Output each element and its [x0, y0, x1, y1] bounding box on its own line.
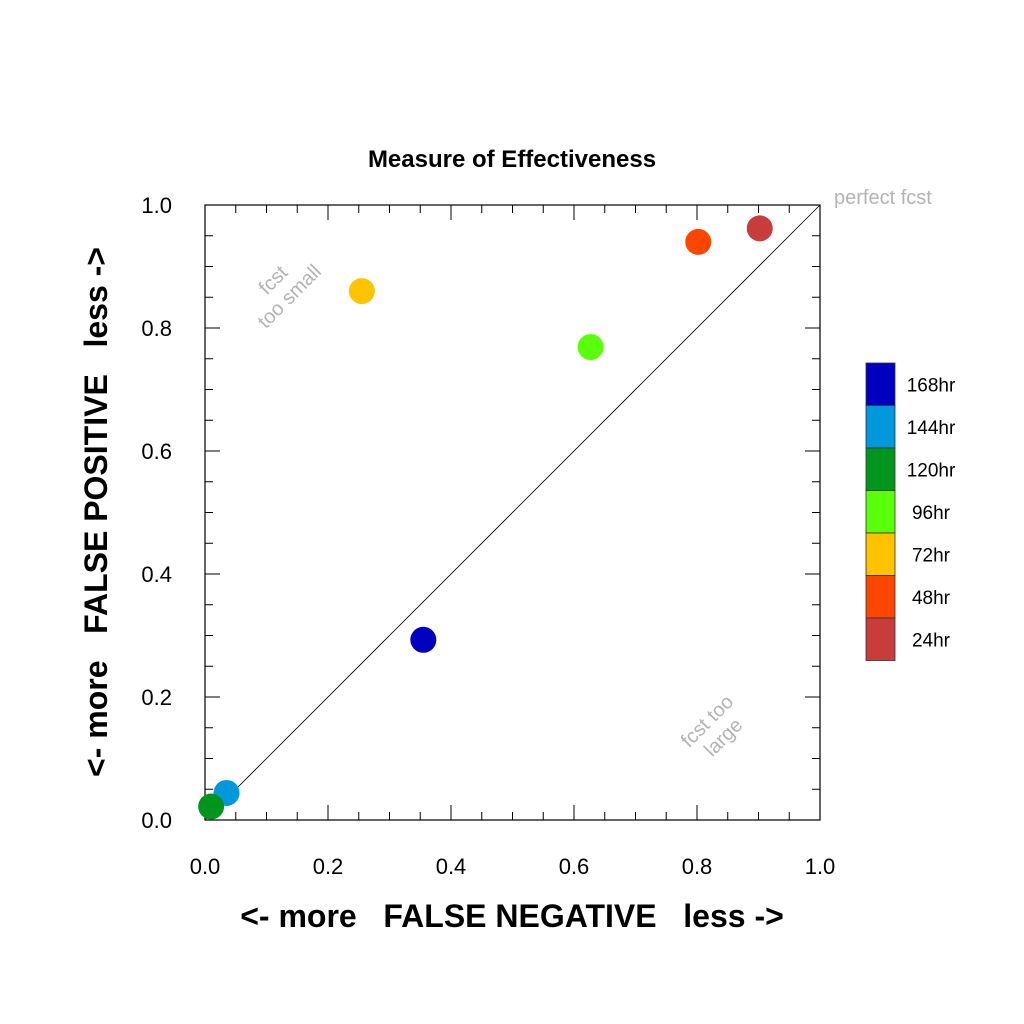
x-tick-label: 0.4: [436, 854, 467, 879]
y-tick-label: 0.4: [141, 562, 172, 587]
annotation-too-large: fcst too large: [677, 691, 747, 761]
data-point-48hr: [685, 228, 712, 255]
data-point-120hr: [198, 793, 225, 820]
x-tick-label: 0.6: [559, 854, 590, 879]
tick-labels: 0.0 0.2 0.4 0.6 0.8 1.0 0.0 0.2 0.4 0.6 0.8 1.0: [141, 193, 835, 879]
legend-swatch-144hr: [865, 405, 896, 449]
y-axis-label: <- more FALSE POSITIVE less ->: [78, 247, 114, 777]
legend-swatch-72hr: [865, 532, 896, 576]
annotation-perfect-fcst: perfect fcst: [834, 187, 932, 209]
x-axis-label: <- more FALSE NEGATIVE less ->: [240, 898, 784, 934]
legend-label-24hr: 24hr: [912, 630, 951, 651]
axis-ticks: [204, 204, 821, 821]
legend-swatch-168hr: [865, 362, 896, 406]
y-tick-label: 0.8: [141, 316, 172, 341]
data-points: [198, 215, 773, 820]
x-tick-label: 0.0: [190, 854, 221, 879]
y-tick-label: 0.2: [141, 685, 172, 710]
y-tick-label: 0.0: [141, 808, 172, 833]
legend-label-48hr: 48hr: [912, 588, 951, 609]
annotation-too-small: fcst too small: [254, 261, 326, 333]
annotation-too-small-line2: too small: [254, 261, 326, 333]
legend: 168hr 144hr 120hr 96hr 72hr 48hr 24hr: [865, 362, 956, 661]
legend-swatch-48hr: [865, 575, 896, 619]
legend-swatch-24hr: [865, 617, 896, 661]
data-point-168hr: [410, 626, 437, 653]
legend-swatch-120hr: [865, 447, 896, 491]
legend-swatch-96hr: [865, 490, 896, 534]
legend-label-168hr: 168hr: [907, 375, 956, 396]
legend-label-72hr: 72hr: [912, 545, 951, 566]
x-tick-label: 0.2: [313, 854, 344, 879]
legend-label-144hr: 144hr: [907, 418, 956, 439]
y-tick-label: 0.6: [141, 439, 172, 464]
data-point-96hr: [577, 334, 604, 361]
chart-title: Measure of Effectiveness: [368, 146, 656, 173]
data-point-72hr: [348, 278, 375, 305]
legend-label-120hr: 120hr: [907, 460, 956, 481]
legend-label-96hr: 96hr: [912, 503, 951, 524]
x-tick-label: 1.0: [805, 854, 836, 879]
perfect-forecast-diagonal: [204, 204, 821, 821]
y-tick-label: 1.0: [141, 193, 172, 218]
x-tick-label: 0.8: [682, 854, 713, 879]
data-point-24hr: [746, 215, 773, 242]
